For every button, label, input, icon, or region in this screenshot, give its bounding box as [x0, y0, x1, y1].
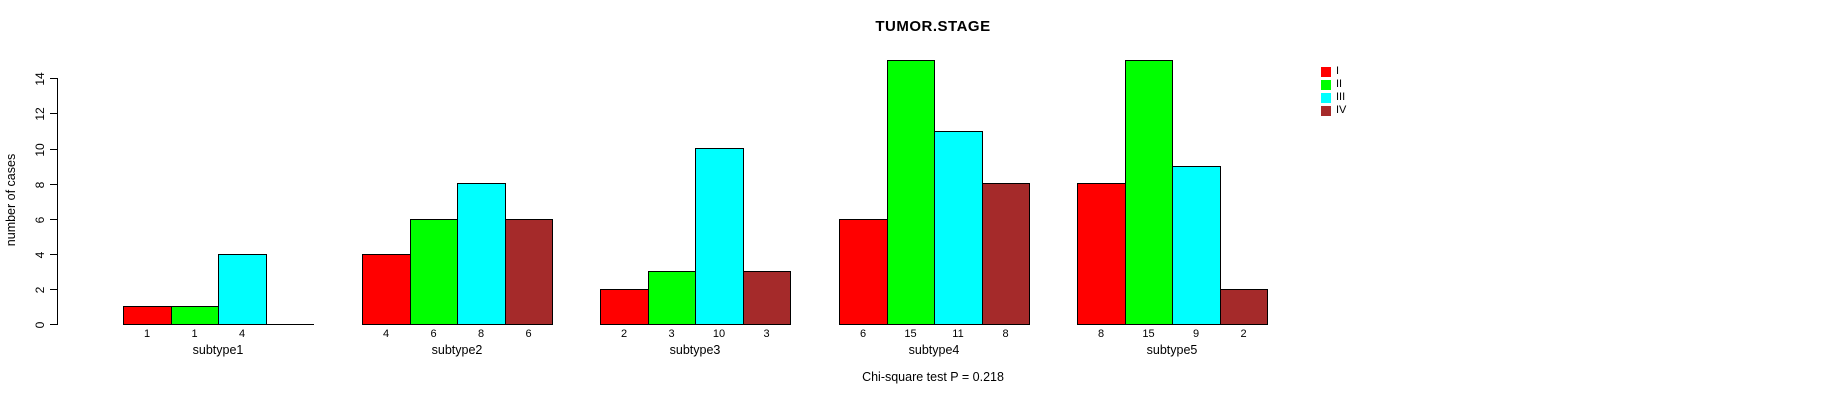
x-category-label: subtype5: [1146, 342, 1198, 357]
legend-item-IV: IV: [1321, 104, 1346, 117]
x-category-label: subtype2: [431, 342, 483, 357]
bar-subtype3-IV: [743, 271, 791, 325]
bar-value-label: 6: [859, 327, 867, 340]
bar-value-label: 8: [1097, 327, 1105, 340]
bar-subtype3-I: [600, 289, 649, 325]
y-tick-label: 0: [33, 321, 47, 328]
bar-subtype2-II: [410, 219, 458, 325]
bar-subtype5-IV: [1220, 289, 1268, 325]
bar-subtype5-II: [1125, 60, 1173, 325]
legend: I II III IV: [1321, 65, 1346, 117]
legend-swatch-III: [1321, 92, 1331, 103]
bar-value-label: 8: [477, 327, 485, 340]
bar-value-label: 10: [712, 327, 726, 340]
bar-value-label: 11: [952, 327, 964, 340]
y-tick: [50, 113, 57, 114]
bar-value-label: 6: [430, 327, 437, 340]
bar-subtype1-I: [123, 306, 172, 325]
y-axis-label: number of cases: [4, 153, 18, 247]
legend-item-III: III: [1321, 91, 1346, 104]
bar-subtype2-III: [457, 183, 506, 325]
bar-value-label: 1: [191, 327, 198, 340]
bar-value-label: 15: [1142, 327, 1155, 340]
footnote-chi-square: Chi-square test P = 0.218: [862, 370, 1004, 384]
y-tick-label: 12: [33, 106, 47, 121]
y-tick-label: 2: [33, 286, 47, 293]
bar-value-label: 2: [1240, 327, 1247, 340]
bar-subtype4-IV: [982, 183, 1030, 325]
bar-value-label: 2: [620, 327, 628, 340]
legend-label: II: [1336, 78, 1343, 90]
bar-subtype3-III: [695, 148, 744, 325]
legend-swatch-IV: [1321, 105, 1331, 116]
bar-value-label: 3: [668, 327, 675, 340]
x-category-label: subtype4: [908, 342, 960, 357]
bar-subtype1-III: [218, 254, 267, 325]
bar-value-label: 15: [904, 327, 917, 340]
bar-value-label: 1: [143, 327, 151, 340]
bar-subtype4-II: [887, 60, 935, 325]
bar-value-label: 8: [1002, 327, 1009, 340]
y-tick: [50, 324, 57, 325]
y-tick-label: 14: [33, 71, 47, 86]
y-tick: [50, 184, 57, 185]
y-tick-label: 10: [33, 142, 47, 157]
legend-swatch-II: [1321, 79, 1331, 90]
bar-subtype4-III: [934, 131, 983, 325]
bar-value-label: 9: [1192, 327, 1200, 340]
bar-subtype2-IV: [505, 219, 553, 325]
x-category-label: subtype3: [669, 342, 721, 357]
bar-value-label: 6: [525, 327, 532, 340]
bar-subtype2-I: [362, 254, 411, 325]
chart-title: TUMOR.STAGE: [875, 18, 991, 35]
bar-subtype4-I: [839, 219, 888, 325]
y-tick: [50, 149, 57, 150]
legend-label: III: [1336, 91, 1346, 103]
bar-value-label: 4: [382, 327, 390, 340]
y-tick-label: 4: [33, 251, 47, 258]
bar-subtype1-II: [171, 306, 219, 325]
legend-item-I: I: [1321, 65, 1346, 78]
bar-subtype3-II: [648, 271, 696, 325]
y-tick-label: 8: [33, 181, 47, 188]
y-tick-label: 6: [33, 216, 47, 223]
y-tick: [50, 78, 57, 79]
y-tick: [50, 254, 57, 255]
bar-subtype5-III: [1172, 166, 1221, 325]
legend-swatch-I: [1321, 66, 1331, 77]
legend-item-II: II: [1321, 78, 1346, 91]
x-category-label: subtype1: [192, 342, 244, 357]
bar-value-label: 4: [238, 327, 246, 340]
bar-subtype5-I: [1077, 183, 1126, 325]
bar-value-label: 3: [763, 327, 770, 340]
y-tick: [50, 289, 57, 290]
legend-label: IV: [1336, 104, 1347, 116]
legend-label: I: [1336, 65, 1340, 77]
y-tick: [50, 219, 57, 220]
y-axis-line: [57, 78, 58, 325]
